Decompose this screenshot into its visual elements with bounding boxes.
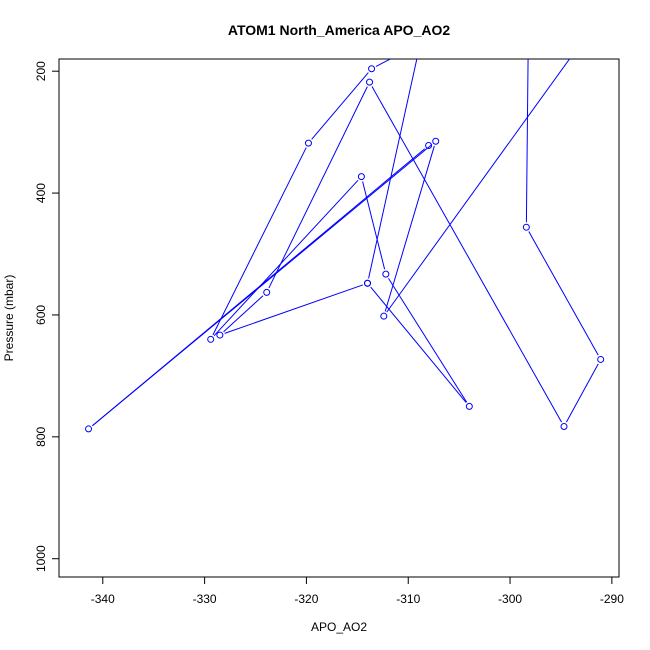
series-segment (362, 181, 386, 270)
y-tick-label: 200 (34, 61, 48, 81)
data-point (216, 331, 224, 339)
series-segment (223, 295, 264, 333)
series-segment (388, 278, 468, 403)
x-axis: -340 -330 -320 -310 -300 -290 (91, 576, 624, 606)
x-axis-label: APO_AO2 (311, 620, 367, 634)
series-segment (212, 147, 307, 336)
x-tick-label: -330 (193, 592, 217, 606)
y-tick-label: 600 (34, 305, 48, 325)
series-segment (528, 231, 599, 356)
y-tick-label: 400 (34, 183, 48, 203)
series-segment (525, 59, 529, 223)
series-segment (268, 86, 368, 289)
x-tick-label: -290 (600, 592, 624, 606)
x-tick-label: -310 (396, 592, 420, 606)
series-segment (386, 59, 571, 313)
data-point (560, 422, 568, 430)
series-segment (370, 286, 467, 403)
data-point (304, 139, 312, 147)
data-point (368, 65, 376, 73)
y-tick-label: 1000 (34, 545, 48, 572)
series-segment (371, 86, 562, 423)
x-tick-label: -340 (91, 592, 115, 606)
series-segment (311, 72, 369, 140)
data-point (357, 173, 365, 181)
chart-title: ATOM1 North_America APO_AO2 (228, 22, 450, 38)
series-2 (364, 59, 418, 287)
plot-frame (58, 58, 620, 578)
data-point (263, 288, 271, 296)
data-point (432, 137, 440, 145)
series-segment (368, 59, 418, 279)
data-point (366, 78, 374, 86)
data-point (364, 279, 372, 287)
y-axis: 200 400 600 800 1000 (34, 61, 60, 572)
series-3 (85, 59, 571, 433)
data-point (425, 142, 433, 150)
y-tick-label: 800 (34, 427, 48, 447)
series-segment (384, 145, 435, 312)
x-tick-label: -300 (498, 592, 522, 606)
data-point (207, 335, 215, 343)
series-segment (375, 59, 392, 67)
x-tick-label: -320 (294, 592, 318, 606)
series-segment (224, 284, 363, 334)
data-point (522, 223, 530, 231)
data-point (597, 355, 605, 363)
data-point (380, 312, 388, 320)
y-axis-label: Pressure (mbar) (2, 275, 16, 362)
data-point (85, 425, 93, 433)
data-point (465, 402, 473, 410)
plot-area (85, 59, 605, 433)
series-segment (92, 148, 426, 427)
series-segment (565, 363, 599, 423)
series-segment (213, 179, 359, 337)
data-point (382, 270, 390, 278)
series-1 (207, 59, 605, 430)
